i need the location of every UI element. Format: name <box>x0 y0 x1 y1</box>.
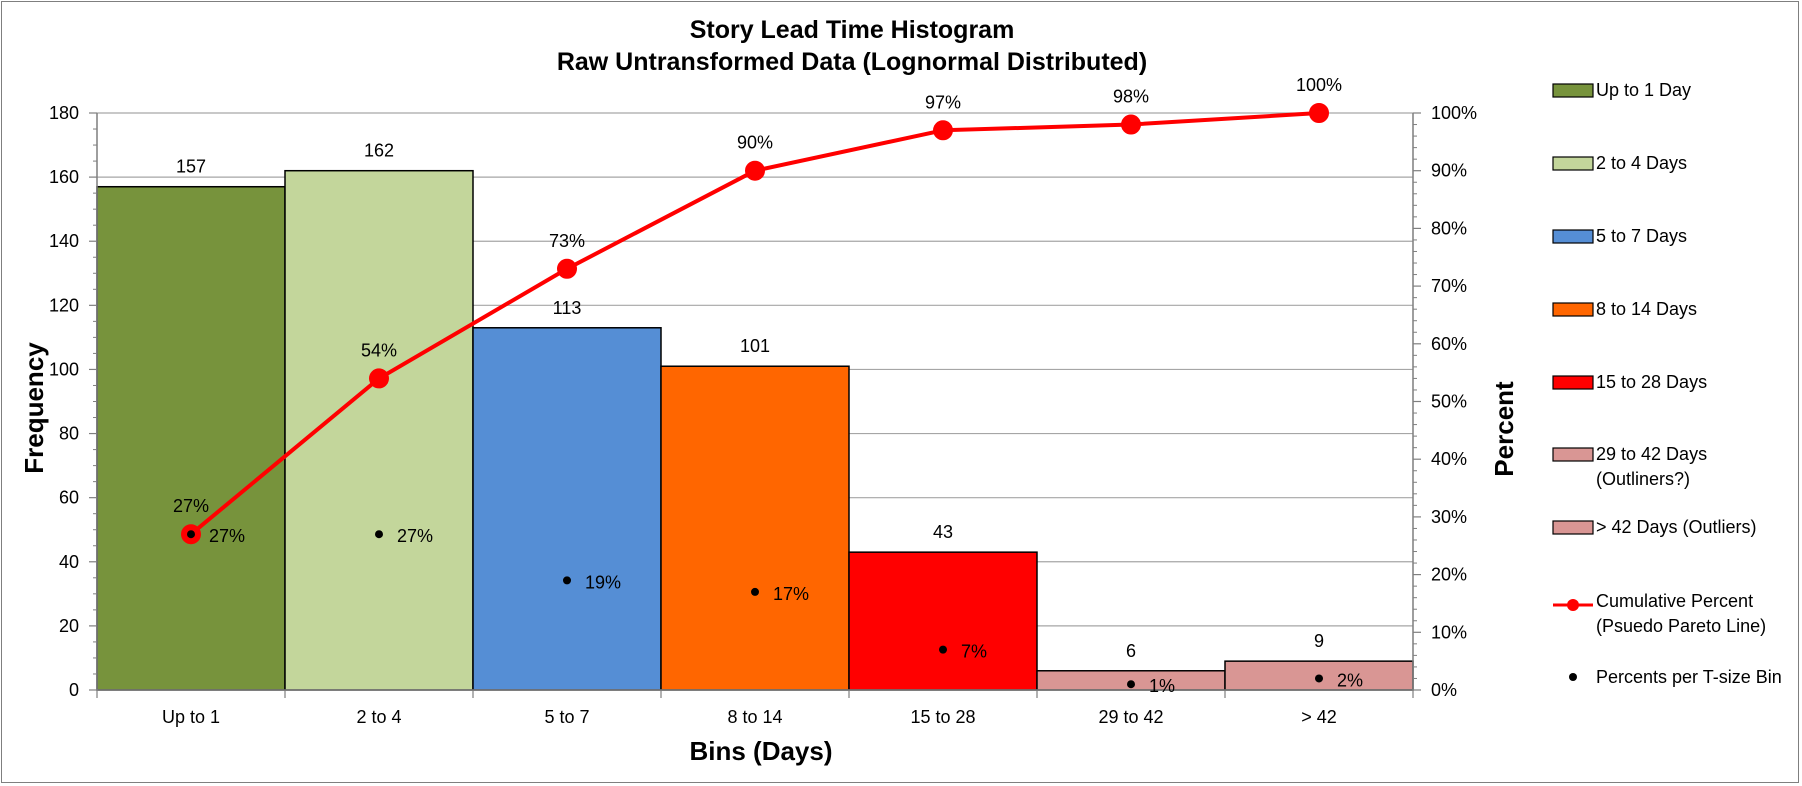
legend-swatch-1 <box>1552 156 1594 171</box>
percent-value-label: 27% <box>397 526 433 546</box>
x-tick-label: 15 to 28 <box>910 707 975 727</box>
cumulative-point <box>557 258 577 279</box>
y-tick-label: 60 <box>59 488 79 508</box>
bar-4 <box>848 551 1038 691</box>
cumulative-point <box>369 368 389 389</box>
percent-value-label: 19% <box>585 572 621 592</box>
y-tick-label: 180 <box>49 103 79 123</box>
legend: Up to 1 Day 2 to 4 Days 5 to 7 Days 8 to 14… <box>1552 80 1782 687</box>
x-tick-label: 8 to 14 <box>727 707 782 727</box>
legend-label-1: 2 to 4 Days <box>1596 153 1687 173</box>
bar-value-label: 43 <box>933 522 953 542</box>
percent-value-label: 17% <box>773 584 809 604</box>
y2-tick-label: 100% <box>1431 103 1477 123</box>
y2-tick-label: 80% <box>1431 218 1467 238</box>
y-tick-label: 20 <box>59 616 79 636</box>
bar-value-label: 9 <box>1314 631 1324 651</box>
y-tick-label: 80 <box>59 424 79 444</box>
percent-dot <box>751 587 759 596</box>
cumulative-point <box>745 160 765 181</box>
legend-label-0: Up to 1 Day <box>1596 80 1691 100</box>
x-tick-label: > 42 <box>1301 707 1337 727</box>
legend-dot-marker <box>1569 673 1577 681</box>
y2-tick-label: 70% <box>1431 276 1467 296</box>
bar-value-label: 101 <box>740 336 770 356</box>
y2-tick-label: 0% <box>1431 680 1457 700</box>
bar-value-label: 113 <box>553 298 582 318</box>
y2-tick-label: 40% <box>1431 449 1467 469</box>
x-tick-label: 5 to 7 <box>544 707 589 727</box>
percent-value-label: 2% <box>1337 670 1363 690</box>
percent-value-label: 1% <box>1149 676 1175 696</box>
legend-label-dots: Percents per T-size Bin <box>1596 667 1782 687</box>
bar-value-label: 6 <box>1126 641 1136 661</box>
legend-label-4: 15 to 28 Days <box>1596 372 1707 392</box>
y2-tick-label: 30% <box>1431 507 1467 527</box>
percent-dot <box>563 576 571 585</box>
percent-dot <box>375 530 383 539</box>
percent-dot <box>1127 680 1135 689</box>
bar-0 <box>96 185 286 691</box>
legend-swatch-0 <box>1552 83 1594 98</box>
percent-dot <box>939 645 947 654</box>
x-tick-label: Up to 1 <box>162 707 220 727</box>
percent-dots <box>187 530 1323 689</box>
legend-label-2: 5 to 7 Days <box>1596 226 1687 246</box>
cumulative-value-label: 73% <box>549 231 585 251</box>
y2-tick-label: 50% <box>1431 392 1467 412</box>
cumulative-point <box>933 120 953 141</box>
y2-tick-label: 20% <box>1431 565 1467 585</box>
cumulative-value-label: 98% <box>1113 87 1149 107</box>
y2-tick-label: 10% <box>1431 622 1467 642</box>
cumulative-value-label: 90% <box>737 133 773 153</box>
bars <box>96 169 1414 691</box>
y-tick-label: 100 <box>49 359 79 379</box>
cumulative-point <box>1309 103 1329 123</box>
y2-tick-label: 60% <box>1431 334 1467 354</box>
y2-tick-label: 90% <box>1431 161 1467 181</box>
legend-swatch-2 <box>1552 229 1594 244</box>
bar-value-label: 157 <box>176 157 206 177</box>
legend-label-5: 29 to 42 Days (Outliners?) <box>1596 444 1707 489</box>
percent-value-label: 27% <box>209 526 245 546</box>
y-axis-title: Frequency <box>19 342 49 474</box>
y-tick-label: 0 <box>69 680 79 700</box>
bar-value-label: 162 <box>364 141 394 161</box>
legend-label-3: 8 to 14 Days <box>1596 299 1697 319</box>
x-tick-label: 29 to 42 <box>1098 707 1163 727</box>
percent-dot <box>187 530 195 539</box>
y2-axis-title: Percent <box>1489 381 1519 477</box>
chart-title: Story Lead Time Histogram <box>690 16 1015 44</box>
y-tick-label: 120 <box>49 295 79 315</box>
legend-swatch-3 <box>1552 302 1594 317</box>
legend-label-6: > 42 Days (Outliers) <box>1596 517 1757 537</box>
chart-subtitle: Raw Untransformed Data (Lognormal Distri… <box>557 48 1147 76</box>
y-tick-label: 40 <box>59 552 79 572</box>
cumulative-value-label: 54% <box>361 340 397 360</box>
cumulative-value-label: 27% <box>173 496 209 516</box>
percent-value-label: 7% <box>961 642 987 662</box>
data-labels: 157 162 113 101 43 6 9 27% 54% 73% 90% 97% 98% 100% 27… <box>173 75 1363 696</box>
cumulative-point <box>1121 114 1141 135</box>
legend-label-line: Cumulative Percent (Psuedo Pareto Line) <box>1596 591 1766 636</box>
y-tick-label: 160 <box>49 167 79 187</box>
legend-line-marker <box>1567 599 1579 611</box>
axes: 0 20 40 60 80 100 120 140 160 180 0% 10% 20% 30% 40% 50… <box>49 103 1477 727</box>
legend-swatch-4 <box>1552 375 1594 390</box>
x-tick-label: 2 to 4 <box>356 707 401 727</box>
percent-dot <box>1315 674 1323 683</box>
cumulative-line <box>181 103 1329 545</box>
legend-swatch-6 <box>1552 520 1594 535</box>
legend-swatch-5 <box>1552 447 1594 462</box>
bar-3 <box>660 365 850 691</box>
y-tick-label: 140 <box>49 231 79 251</box>
cumulative-value-label: 100% <box>1296 75 1342 95</box>
x-axis-title: Bins (Days) <box>689 736 832 766</box>
bar-2 <box>472 327 662 691</box>
cumulative-value-label: 97% <box>925 92 961 112</box>
